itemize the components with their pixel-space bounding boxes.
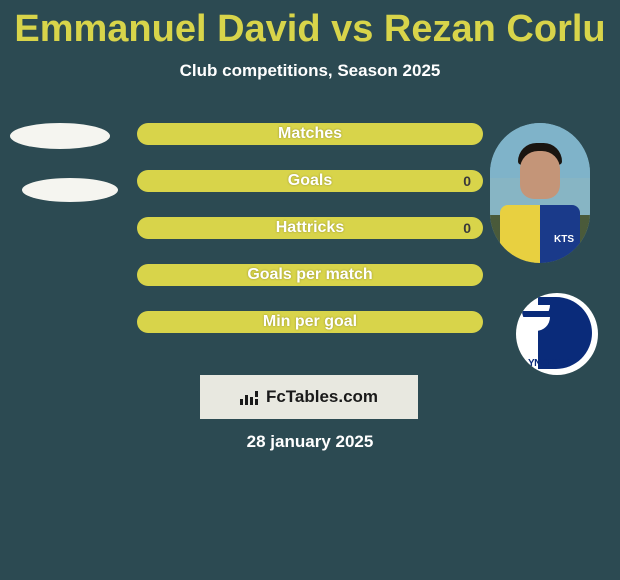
stat-bar-min-per-goal: Min per goal [137, 311, 483, 333]
subtitle: Club competitions, Season 2025 [0, 61, 620, 81]
club-right-logo: YNGBY B [516, 293, 598, 375]
stat-bar-matches: Matches [137, 123, 483, 145]
stat-bar-goals: Goals 0 [137, 170, 483, 192]
stat-value-right: 0 [463, 173, 471, 189]
stat-label: Min per goal [263, 313, 357, 331]
stat-bar-hattricks: Hattricks 0 [137, 217, 483, 239]
stat-label: Goals per match [247, 266, 372, 284]
date-label: 28 january 2025 [0, 432, 620, 452]
stat-bar-goals-per-match: Goals per match [137, 264, 483, 286]
player-right-avatar: KTS [490, 123, 590, 263]
footer-logo-text: FcTables.com [266, 387, 378, 407]
stat-label: Matches [278, 125, 342, 143]
stat-value-right: 0 [463, 220, 471, 236]
player-left-avatar [10, 123, 110, 149]
footer-logo-box: FcTables.com [200, 375, 418, 419]
chart-icon [240, 389, 262, 405]
jersey-sponsor: KTS [554, 234, 574, 245]
stat-label: Goals [288, 172, 332, 190]
club-left-logo [22, 178, 118, 202]
page-title: Emmanuel David vs Rezan Corlu [0, 0, 620, 51]
club-right-name: YNGBY B [528, 358, 570, 369]
stat-label: Hattricks [276, 219, 344, 237]
